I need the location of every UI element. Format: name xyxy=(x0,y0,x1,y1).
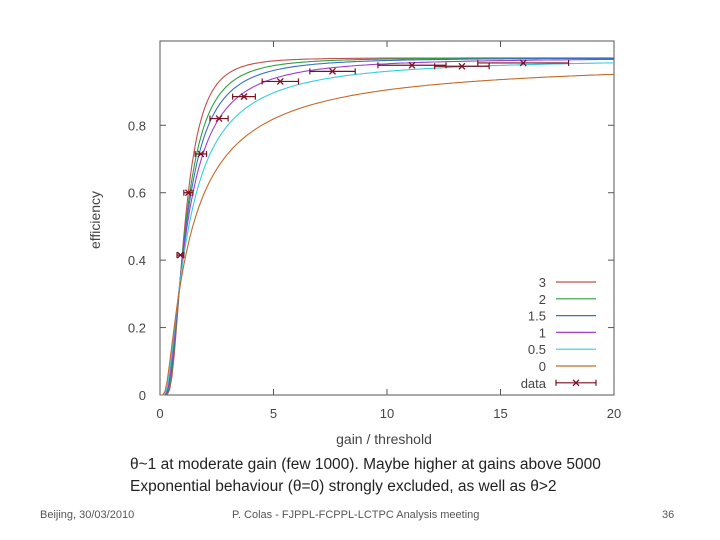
x-tick-label: 0 xyxy=(156,406,163,421)
caption-line-2: Exponential behaviour (θ=0) strongly exc… xyxy=(130,478,557,495)
data-point-marker xyxy=(458,62,466,70)
data-point-marker xyxy=(408,61,416,69)
legend-label: 1 xyxy=(539,325,546,340)
data-point-marker xyxy=(215,115,223,123)
x-tick-label: 20 xyxy=(607,406,621,421)
legend-marker xyxy=(572,379,580,387)
data-point-marker xyxy=(329,67,336,75)
legend-label: 1.5 xyxy=(528,309,546,324)
footer-page-number: 36 xyxy=(662,509,675,521)
x-tick-label: 5 xyxy=(270,406,277,421)
theta-curves xyxy=(160,57,615,396)
y-axis-label: efficiency xyxy=(87,191,103,249)
data-point-marker xyxy=(197,150,205,158)
y-tick-label: 0 xyxy=(139,388,146,403)
y-tick-label: 0.2 xyxy=(128,321,146,336)
x-tick-label: 10 xyxy=(380,406,394,421)
data-point-marker xyxy=(519,59,527,67)
x-tick-label: 15 xyxy=(493,406,507,421)
caption-line-1: θ~1 at moderate gain (few 1000). Maybe h… xyxy=(130,456,601,473)
legend-label: 0.5 xyxy=(528,342,546,357)
footer-date-location: Beijing, 30/03/2010 xyxy=(40,509,135,521)
footer-meeting-title: P. Colas - FJPPL-FCPPL-LCTPC Analysis me… xyxy=(232,509,480,521)
legend-label: data xyxy=(521,376,547,391)
y-tick-label: 0.4 xyxy=(128,253,146,268)
legend-label: 0 xyxy=(539,359,546,374)
data-point-marker xyxy=(276,77,284,85)
data-point-marker xyxy=(240,93,248,101)
data-points xyxy=(176,59,570,259)
x-axis-label: gain / threshold xyxy=(336,431,432,447)
y-tick-label: 0.8 xyxy=(128,118,146,133)
legend-label: 3 xyxy=(539,275,546,290)
curve-theta-0-5 xyxy=(160,62,615,396)
legend-label: 2 xyxy=(539,292,546,307)
efficiency-chart: 0 5 10 15 20 0 0.2 0.4 0.6 0.8 3 2 1.51 0.5 0 data gai… xyxy=(87,40,621,447)
curve-theta-0 xyxy=(160,73,615,396)
legend: 3 2 1.51 0.5 0 data xyxy=(521,275,597,391)
curve-theta-1 xyxy=(160,58,614,396)
data-point-marker xyxy=(184,189,192,197)
curve-theta-1-5 xyxy=(160,57,614,396)
y-tick-label: 0.6 xyxy=(128,186,146,201)
data-point-marker xyxy=(176,251,184,259)
